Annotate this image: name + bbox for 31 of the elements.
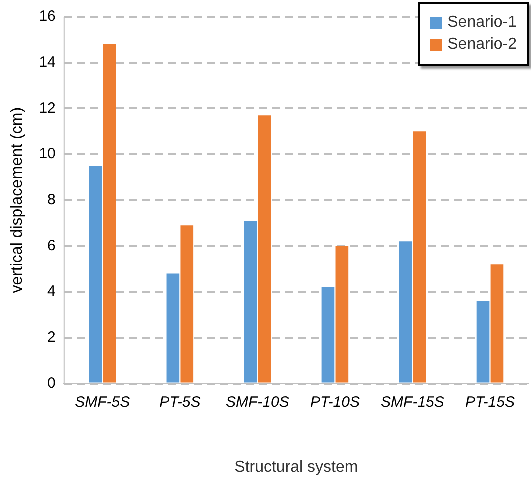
y-tick-label: 8 [48, 192, 56, 209]
x-tick-label: SMF-5S [75, 394, 130, 411]
bar [322, 288, 335, 383]
x-tick-label: PT-5S [160, 394, 201, 411]
bar [103, 44, 116, 383]
bar [336, 246, 349, 383]
y-tick-label: 10 [39, 146, 56, 163]
bar [399, 242, 412, 383]
bar [413, 132, 426, 383]
bar [180, 226, 194, 383]
y-tick-label: 12 [39, 100, 56, 117]
bar [258, 116, 272, 383]
x-tick-label: SMF-15S [381, 394, 444, 411]
bar [490, 264, 504, 383]
bar [166, 274, 180, 383]
x-axis-title: Structural system [234, 458, 358, 476]
x-tick-label: PT-15S [466, 394, 515, 411]
bar [244, 221, 258, 383]
y-tick-label: 2 [48, 329, 56, 346]
x-tick-label: PT-10S [310, 394, 360, 411]
legend-label: Senario-2 [448, 36, 517, 54]
y-tick-label: 6 [48, 237, 56, 254]
legend-label: Senario-1 [448, 14, 517, 32]
x-tick-label: SMF-10S [226, 394, 290, 411]
y-tick-label: 14 [39, 54, 56, 71]
bar [476, 301, 490, 383]
y-tick-label: 4 [48, 283, 56, 300]
y-axis-title: vertical displacement (cm) [9, 107, 26, 294]
bar [89, 166, 102, 383]
y-tick-label: 0 [48, 374, 56, 392]
y-tick-label: 16 [39, 8, 56, 26]
